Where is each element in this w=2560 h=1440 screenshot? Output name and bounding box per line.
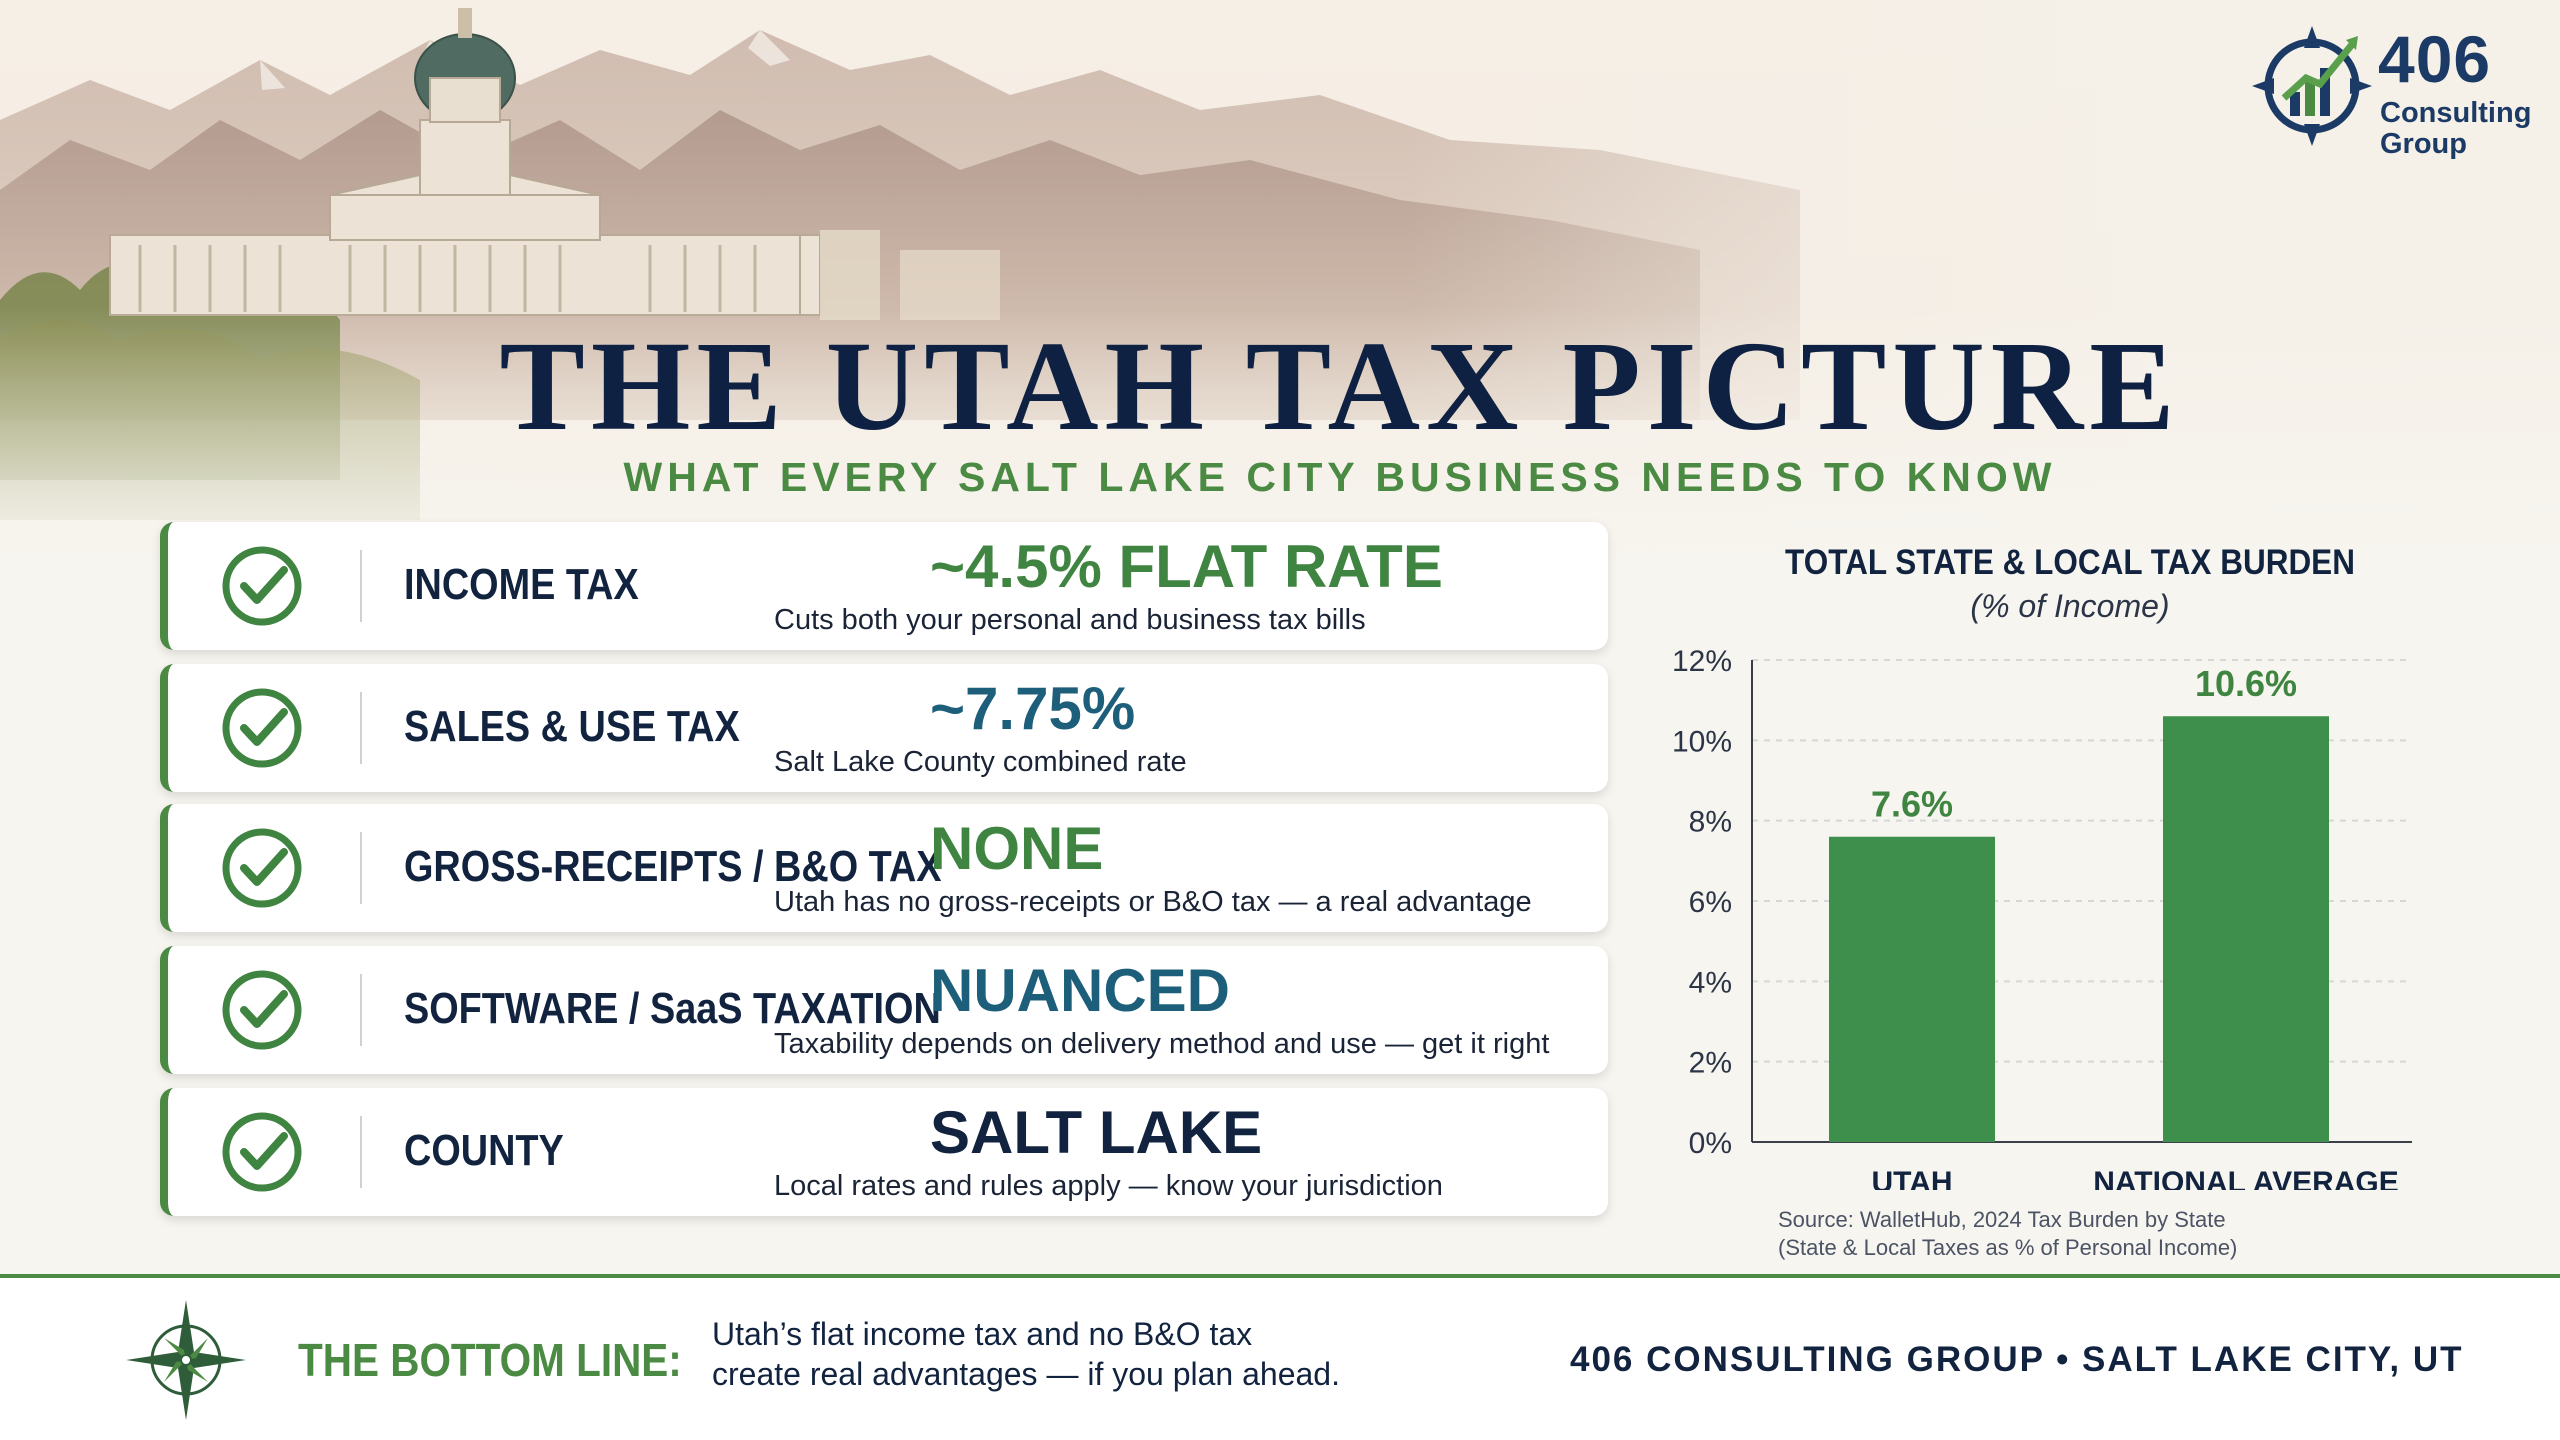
compass-growth-chart-icon (2252, 26, 2372, 146)
logo-number: 406 (2378, 22, 2492, 96)
compass-rose-icon (126, 1300, 246, 1420)
tax-description: Cuts both your personal and business tax… (774, 604, 1366, 636)
tax-card-income: INCOME TAX ~4.5% FLAT RATE Cuts both you… (160, 522, 1608, 650)
footer-brand: 406 CONSULTING GROUP • SALT LAKE CITY, U… (1570, 1340, 2464, 1379)
logo-line-2: Group (2380, 128, 2467, 160)
footer-rule (0, 1274, 2560, 1278)
card-divider (360, 974, 362, 1046)
tax-card-software-saas: SOFTWARE / SaaS TAXATION NUANCED Taxabil… (160, 946, 1608, 1074)
page-subtitle: WHAT EVERY SALT LAKE CITY BUSINESS NEEDS… (623, 454, 2057, 500)
chart-source-line-1: Source: WalletHub, 2024 Tax Burden by St… (1778, 1207, 2226, 1232)
check-circle-icon (222, 1112, 302, 1192)
tax-label: COUNTY (404, 1126, 564, 1175)
card-divider (360, 692, 362, 764)
chart-title: TOTAL STATE & LOCAL TAX BURDEN (1785, 543, 2355, 582)
chart-source-line-2: (State & Local Taxes as % of Personal In… (1778, 1235, 2238, 1260)
tax-card-gross-receipts: GROSS-RECEIPTS / B&O TAX NONE Utah has n… (160, 804, 1608, 932)
tax-label: INCOME TAX (404, 560, 639, 609)
check-circle-icon (222, 828, 302, 908)
capitol-mountain-illustration (0, 0, 2560, 560)
footer-bar (0, 1278, 2560, 1440)
tax-burden-bar-chart: 0% 2% 4% 6% 8% 10% 12% 7.6% UTAH 10.6% NATIONAL AV… (1672, 645, 2412, 1190)
check-circle-icon (222, 970, 302, 1050)
tax-value: ~4.5% FLAT RATE (930, 533, 1443, 600)
tax-description: Local rates and rules apply — know your … (774, 1170, 1443, 1202)
y-tick-label: 8% (1689, 806, 1732, 839)
page-title: THE UTAH TAX PICTURE (499, 315, 2181, 457)
logo-line-1: Consulting (2380, 97, 2532, 129)
chart-bar (2163, 716, 2329, 1142)
tax-label: SALES & USE TAX (404, 702, 740, 751)
chart-bar (1829, 836, 1995, 1142)
y-tick-label: 12% (1672, 645, 1732, 678)
x-tick-label: UTAH (1871, 1166, 1952, 1190)
chart-source: Source: WalletHub, 2024 Tax Burden by St… (1778, 1206, 2478, 1262)
bar-data-label: 7.6% (1871, 784, 1953, 825)
y-tick-label: 6% (1689, 886, 1732, 919)
y-tick-label: 4% (1689, 966, 1732, 999)
bar-data-label: 10.6% (2195, 663, 2297, 704)
tax-value: SALT LAKE (930, 1099, 1263, 1166)
hero-background (0, 0, 2560, 560)
bottom-line-text: Utah’s flat income tax and no B&O tax cr… (712, 1314, 1340, 1394)
tax-card-county: COUNTY SALT LAKE Local rates and rules a… (160, 1088, 1608, 1216)
check-circle-icon (222, 688, 302, 768)
check-circle-icon (222, 546, 302, 626)
tax-description: Salt Lake County combined rate (774, 746, 1187, 778)
y-tick-label: 0% (1689, 1127, 1732, 1160)
tax-value: ~7.75% (930, 675, 1136, 742)
card-divider (360, 550, 362, 622)
logo-wordmark: Consulting Group (2380, 98, 2531, 160)
card-divider (360, 832, 362, 904)
tax-label: GROSS-RECEIPTS / B&O TAX (404, 842, 942, 891)
tax-value: NUANCED (930, 957, 1230, 1024)
y-tick-label: 10% (1672, 725, 1732, 758)
card-divider (360, 1116, 362, 1188)
bottom-line-text-2: create real advantages — if you plan ahe… (712, 1356, 1340, 1392)
company-logo: 406 Consulting Group (2250, 18, 2550, 160)
x-tick-label: NATIONAL AVERAGE (2093, 1166, 2399, 1190)
y-tick-label: 2% (1689, 1047, 1732, 1080)
tax-label: SOFTWARE / SaaS TAXATION (404, 984, 941, 1033)
tax-card-sales: SALES & USE TAX ~7.75% Salt Lake County … (160, 664, 1608, 792)
tax-description: Utah has no gross-receipts or B&O tax — … (774, 886, 1532, 918)
bottom-line-label: THE BOTTOM LINE: (298, 1334, 682, 1386)
tax-description: Taxability depends on delivery method an… (774, 1028, 1550, 1060)
chart-subtitle: (% of Income) (1970, 588, 2170, 624)
tax-value: NONE (930, 815, 1104, 882)
bottom-line-text-1: Utah’s flat income tax and no B&O tax (712, 1316, 1253, 1352)
